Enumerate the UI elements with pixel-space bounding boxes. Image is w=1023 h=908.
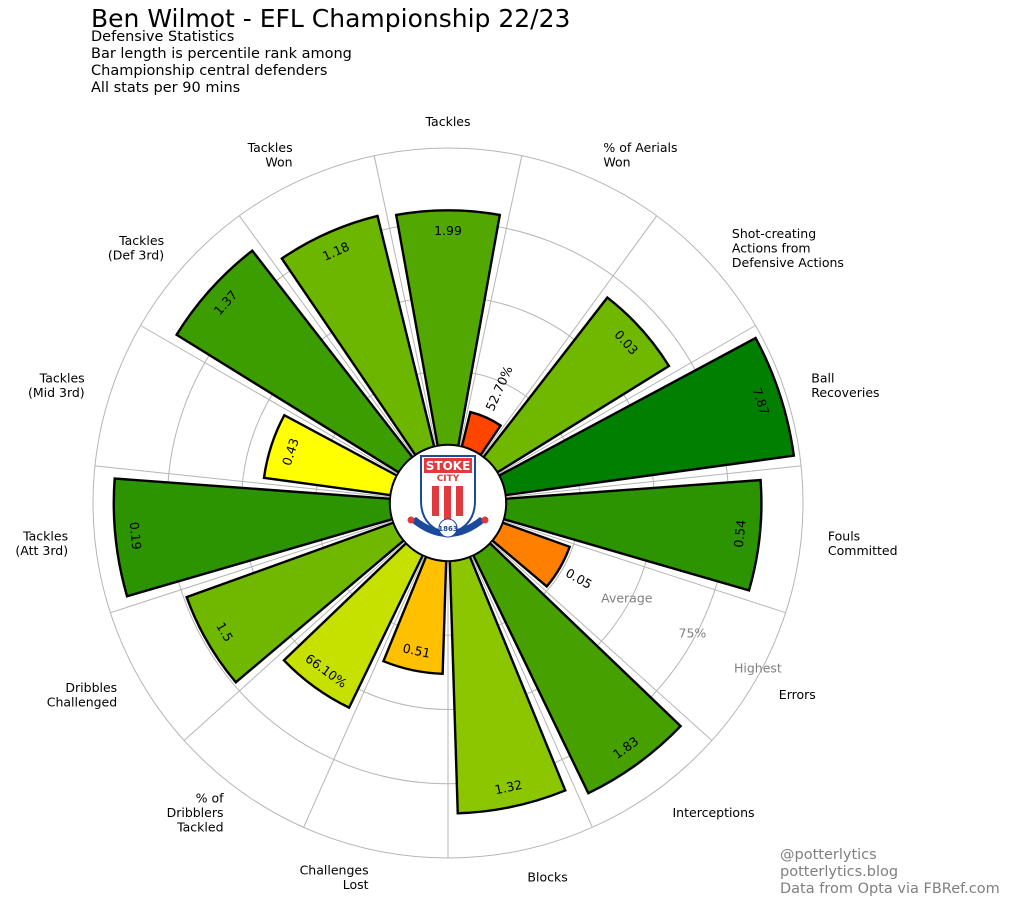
grid-spoke <box>481 215 658 457</box>
category-label: Interceptions <box>673 805 755 820</box>
grid-spoke <box>505 465 802 498</box>
crest-text-year: 1863 <box>438 525 458 533</box>
grid-spoke <box>497 325 756 475</box>
crest-ribbon <box>410 517 486 537</box>
category-label: Fouls Committed <box>828 528 898 558</box>
grid-spoke <box>140 325 399 475</box>
category-label: Shot-creating Actions from Defensive Actio… <box>732 225 844 269</box>
crest-ornament <box>481 516 489 524</box>
crest-stripe <box>432 486 439 516</box>
category-label: % of Dribblers Tackled <box>167 790 225 834</box>
category-label: Errors <box>779 687 816 702</box>
category-label: % of Aerials Won <box>603 139 677 169</box>
crest-text-stoke: STOKE <box>426 459 471 473</box>
subtitle-line: Defensive Statistics <box>91 29 235 45</box>
category-label: Ball Recoveries <box>811 370 879 400</box>
crest-text-city: CITY <box>437 474 460 484</box>
category-label: Dribbles Challenged <box>47 679 117 709</box>
category-label: Challenges Lost <box>300 862 369 892</box>
bar-value-label: 1.32 <box>493 777 523 797</box>
crest-stripe <box>456 486 463 516</box>
grid-spoke <box>183 541 406 741</box>
bar-value-label: 0.51 <box>401 640 431 660</box>
grid-spoke <box>471 555 593 828</box>
grid-spoke <box>303 555 425 828</box>
grid-spoke <box>94 465 391 498</box>
category-label: Blocks <box>527 869 567 884</box>
crest-ornament <box>407 516 415 524</box>
crest-stripe <box>444 486 451 524</box>
chart-title: Ben Wilmot - EFL Championship 22/23 <box>91 4 571 33</box>
bar-value-label: 0.19 <box>127 521 145 550</box>
crest-banner <box>424 458 472 473</box>
ring-label: Highest <box>734 660 782 675</box>
crest-text-motto: THE POTTERS <box>423 536 473 544</box>
subtitle-line: Championship central defenders <box>91 63 328 79</box>
footer-source: Data from Opta via FBRef.com <box>780 881 1000 897</box>
category-label: Tackles <box>424 114 470 129</box>
category-label: Tackles Won <box>247 139 293 169</box>
grid-spoke <box>503 520 786 614</box>
footer-handle: @potterlytics <box>780 847 877 863</box>
grid-spoke <box>238 215 415 457</box>
ring-label: 75% <box>679 625 707 640</box>
category-label: Tackles (Att 3rd) <box>15 528 68 558</box>
ring-label: Average <box>601 591 653 606</box>
grid-spoke <box>110 520 393 614</box>
grid-spoke <box>490 541 713 741</box>
bar-value-label: 1.99 <box>434 223 462 238</box>
bar-value-label: 0.54 <box>731 519 749 548</box>
grid-spoke <box>459 155 523 447</box>
subtitle-line: All stats per 90 mins <box>91 80 241 96</box>
bar-value-label: 52.70% <box>482 363 515 413</box>
category-label: Tackles (Mid 3rd) <box>28 370 85 400</box>
grid-spoke <box>373 155 437 447</box>
subtitle-line: Bar length is percentile rank among <box>91 46 352 62</box>
footer-blog: potterlytics.blog <box>780 864 899 880</box>
crest-badge <box>438 518 458 538</box>
category-label: Tackles (Def 3rd) <box>108 233 164 263</box>
bar-value-label: 0.05 <box>563 565 595 592</box>
